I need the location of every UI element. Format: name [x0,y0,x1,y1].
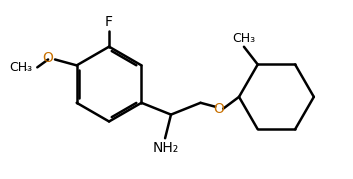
Text: F: F [105,15,113,29]
Text: O: O [213,102,224,116]
Text: methoxy: methoxy [26,68,32,70]
Text: CH₃: CH₃ [9,61,32,74]
Text: CH₃: CH₃ [232,32,256,45]
Text: O: O [42,52,53,66]
Text: NH₂: NH₂ [153,141,179,155]
